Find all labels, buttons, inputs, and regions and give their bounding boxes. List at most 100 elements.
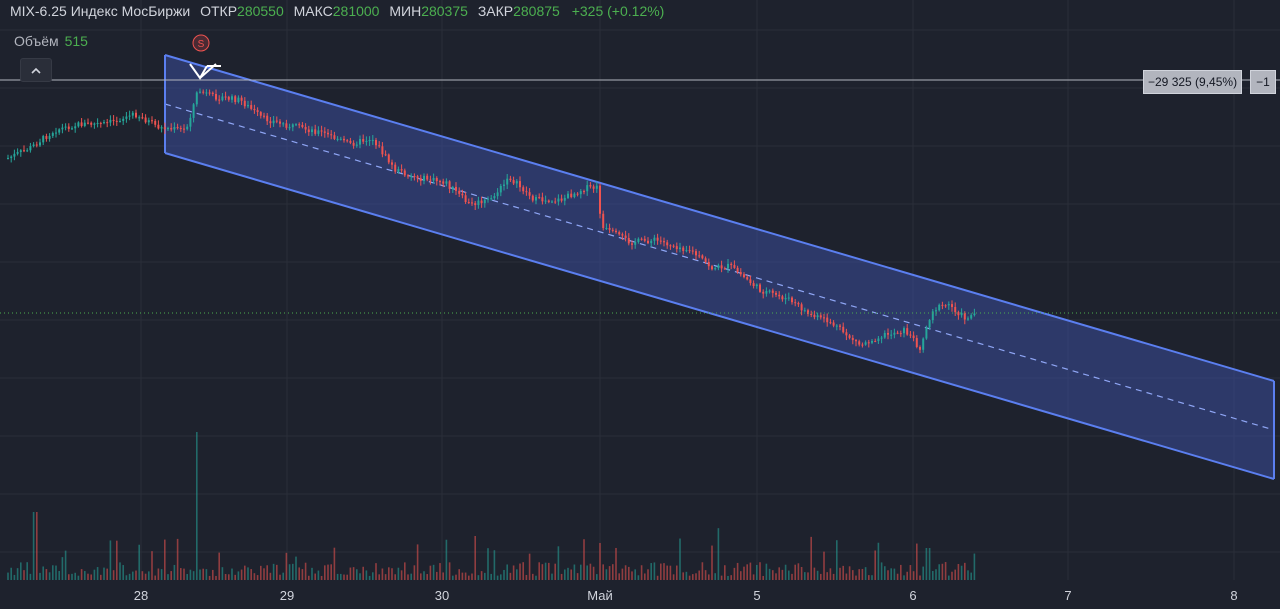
channel-upper-line[interactable] (164, 54, 1275, 382)
volume-bar (832, 573, 835, 580)
candle-body (154, 120, 157, 125)
volume-bar (378, 574, 380, 580)
volume-value: 515 (64, 33, 88, 49)
candle-body (951, 304, 953, 307)
candle-body (352, 142, 355, 146)
volume-bar (420, 573, 422, 580)
volume-bar (804, 572, 806, 580)
candle-body (768, 290, 771, 292)
volume-bar (672, 574, 675, 580)
volume-bar (564, 569, 566, 580)
candle-body (570, 193, 573, 198)
volume-bar (151, 551, 153, 580)
volume-bar (461, 572, 464, 580)
volume-bar (224, 573, 227, 580)
volume-bar (308, 575, 310, 580)
candle-body (666, 242, 669, 246)
candle-body (688, 250, 691, 252)
candle-body (643, 238, 646, 241)
candle-body (963, 312, 966, 320)
parallel-channel[interactable] (164, 54, 1275, 480)
candle-body (685, 250, 688, 252)
volume-bar (122, 565, 124, 580)
volume-bar (676, 565, 678, 580)
volume-bar (407, 574, 409, 580)
signal-marker[interactable]: S (192, 34, 210, 52)
candle-body (541, 197, 544, 202)
candle-body (723, 268, 726, 270)
volume-bar (311, 567, 313, 580)
volume-bar (704, 570, 707, 580)
volume-bar (442, 572, 444, 580)
channel-middle-line[interactable] (164, 103, 1275, 431)
volume-bar (106, 568, 108, 580)
collapse-legend-button[interactable] (20, 58, 52, 82)
channel-lower-line[interactable] (164, 152, 1275, 480)
volume-bar (410, 573, 412, 580)
time-axis-label: 7 (1064, 588, 1071, 603)
volume-bar (656, 575, 659, 580)
candle-body (394, 164, 397, 172)
volume-bar (205, 569, 208, 580)
volume-bar (916, 543, 918, 580)
volume-bar (512, 565, 515, 580)
candle-body (349, 140, 352, 143)
candle-body (915, 338, 918, 347)
candle-body (925, 327, 928, 339)
candle-body (205, 92, 208, 94)
candle-body (23, 150, 25, 152)
candle-body (112, 119, 115, 121)
volume-bar (551, 573, 553, 580)
candle-body (714, 268, 717, 270)
candle-body (682, 247, 685, 251)
candle-body (704, 258, 707, 262)
volume-bar (413, 565, 416, 580)
volume-bar (749, 562, 752, 580)
volume-bar (164, 539, 166, 580)
volume-bar (765, 563, 768, 580)
candle-body (877, 338, 880, 341)
volume-bar (813, 567, 816, 580)
volume-bar (922, 566, 924, 580)
channel-handle-icon[interactable] (189, 63, 221, 80)
volume-bar (852, 570, 854, 580)
candle-body (77, 122, 80, 127)
candle-body (80, 122, 83, 126)
candle-body (551, 201, 553, 203)
candle-body (151, 120, 153, 122)
volume-bar (240, 569, 243, 580)
volume-bar (762, 575, 764, 580)
candle-body (285, 123, 288, 128)
candle-body (490, 198, 493, 200)
candle-body (71, 128, 73, 130)
close-value: 280875 (513, 3, 560, 19)
candle-body (106, 122, 109, 124)
volume-bar (576, 573, 579, 580)
volume-legend[interactable]: Объём 515 (14, 33, 88, 49)
candle-body (483, 199, 486, 204)
candle-body (240, 97, 243, 101)
volume-bar (74, 572, 76, 580)
candle-body (941, 304, 944, 306)
candle-body (928, 320, 931, 328)
candle-body (183, 128, 185, 130)
volume-bar (932, 570, 934, 580)
volume-bar (336, 573, 339, 580)
candle-body (595, 185, 598, 189)
candle-body (922, 338, 925, 350)
candle-body (480, 200, 483, 204)
candle-body (698, 255, 701, 257)
candle-body (589, 185, 592, 187)
candle-body (224, 96, 227, 98)
volume-bar (740, 571, 742, 580)
candle-body (429, 179, 432, 181)
volume-bar (452, 575, 454, 580)
volume-bar (650, 563, 652, 580)
volume-bar (602, 564, 604, 580)
volume-bar (448, 562, 451, 580)
volume-bar (301, 569, 304, 580)
candle-body (912, 335, 915, 339)
candle-body (416, 176, 419, 179)
symbol-title[interactable]: MIX-6.25 Индекс МосБиржи (10, 3, 191, 19)
